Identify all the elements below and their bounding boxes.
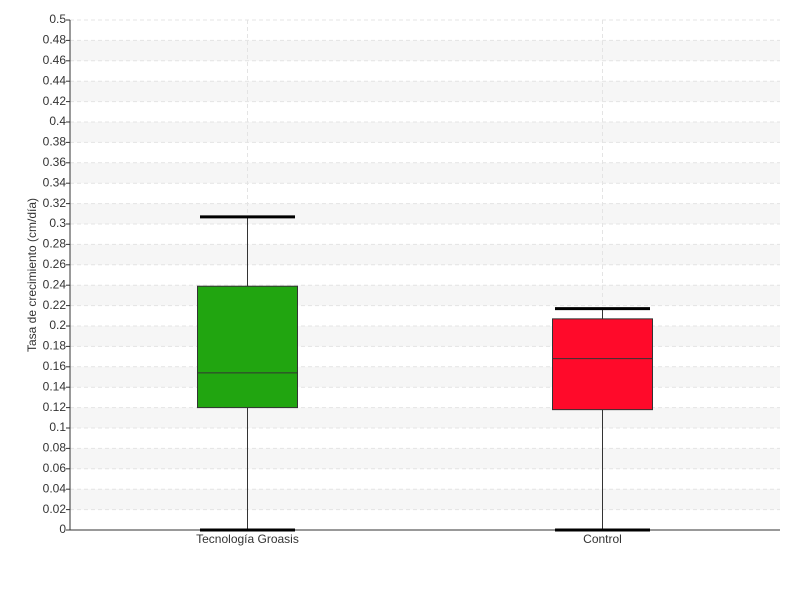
y-tick-label: 0.1 bbox=[49, 420, 66, 434]
x-tick-label: Tecnología Groasis bbox=[196, 532, 299, 546]
grid-band bbox=[70, 285, 780, 306]
y-tick-label: 0.4 bbox=[49, 114, 66, 128]
y-tick-label: 0.34 bbox=[43, 175, 67, 189]
grid-band bbox=[70, 326, 780, 347]
grid-band bbox=[70, 407, 780, 428]
y-tick-label: 0.5 bbox=[49, 12, 66, 26]
y-tick-label: 0.46 bbox=[43, 53, 67, 67]
x-tick-label: Control bbox=[583, 532, 622, 546]
y-tick-label: 0.48 bbox=[43, 33, 67, 47]
y-tick-label: 0.04 bbox=[43, 481, 67, 495]
grid-band bbox=[70, 203, 780, 224]
y-tick-label: 0.2 bbox=[49, 318, 66, 332]
y-axis-label: Tasa de crecimiento (cm/día) bbox=[25, 198, 39, 352]
box bbox=[197, 285, 298, 409]
grid-band bbox=[70, 40, 780, 61]
y-tick-label: 0.3 bbox=[49, 216, 66, 230]
grid-band bbox=[70, 122, 780, 143]
y-tick-label: 0.42 bbox=[43, 94, 67, 108]
y-tick-label: 0.02 bbox=[43, 502, 67, 516]
grid-band bbox=[70, 162, 780, 184]
grid-band bbox=[70, 81, 780, 102]
y-tick-label: 0.24 bbox=[43, 277, 67, 291]
grid-band bbox=[70, 489, 780, 510]
y-tick-label: 0.44 bbox=[43, 73, 67, 87]
y-tick-label: 0.32 bbox=[43, 196, 67, 210]
y-tick-label: 0.36 bbox=[43, 155, 67, 169]
grid-band bbox=[70, 448, 780, 469]
y-tick-label: 0.22 bbox=[43, 298, 67, 312]
y-tick-label: 0.06 bbox=[43, 461, 67, 475]
y-tick-label: 0.16 bbox=[43, 359, 67, 373]
y-tick-label: 0 bbox=[59, 522, 66, 536]
grid-band bbox=[70, 244, 780, 265]
y-tick-label: 0.14 bbox=[43, 379, 67, 393]
box bbox=[552, 318, 653, 411]
grid-band bbox=[70, 366, 780, 388]
y-tick-label: 0.26 bbox=[43, 257, 67, 271]
y-tick-label: 0.12 bbox=[43, 400, 67, 414]
y-tick-label: 0.28 bbox=[43, 237, 67, 251]
y-tick-label: 0.38 bbox=[43, 135, 67, 149]
y-tick-label: 0.18 bbox=[43, 339, 67, 353]
y-tick-label: 0.08 bbox=[43, 441, 67, 455]
